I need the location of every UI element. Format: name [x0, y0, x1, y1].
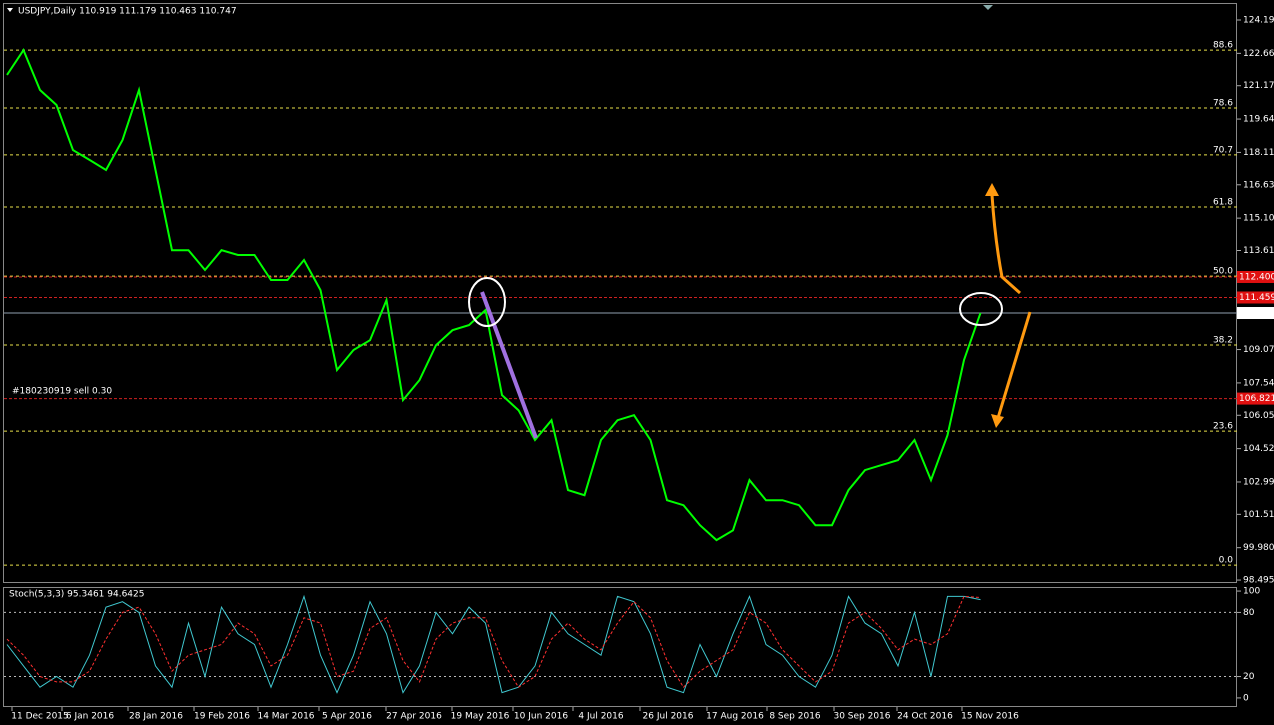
price-line [6, 47, 982, 542]
x-tick-label: 19 May 2016 [451, 712, 510, 722]
y-tick-label: 107.540 [1243, 378, 1274, 388]
y-tick-label: 100 [1243, 587, 1260, 597]
x-tick-label: 28 Jan 2016 [129, 712, 183, 722]
y-tick-label: 116.630 [1243, 180, 1274, 190]
menu-arrow[interactable] [7, 8, 13, 12]
y-tick-label: 115.100 [1243, 214, 1274, 224]
current-tag-label: 110.747 [1239, 309, 1274, 319]
y-tick-label: 113.615 [1243, 246, 1274, 256]
y-tick-label: 0 [1243, 693, 1249, 703]
x-tick-label: 5 Apr 2016 [322, 712, 372, 722]
current-tag [1237, 307, 1274, 320]
x-tick-label: 15 Nov 2016 [961, 712, 1019, 722]
x-tick-label: 10 Jun 2016 [514, 712, 568, 722]
x-tick-label: 8 Sep 2016 [769, 712, 821, 722]
y-tick-label: 124.190 [1243, 16, 1274, 26]
y-tick-label: 98.495 [1243, 576, 1274, 586]
price-line [6, 595, 981, 688]
price-tag-label: 111.459 [1239, 293, 1274, 303]
main-frame [3, 3, 1237, 583]
x-tick-label: 19 Feb 2016 [194, 712, 250, 722]
up-arrow [990, 194, 1021, 295]
x-tick-label: 24 Oct 2016 [897, 712, 953, 722]
y-tick-label: 109.070 [1243, 345, 1274, 355]
indicator-title: Stoch(5,3,3) 95.3461 94.6425 [9, 590, 144, 600]
x-tick-label: 30 Sep 2016 [833, 712, 890, 722]
annotations [468, 183, 1032, 439]
y-tick-label: 99.980 [1243, 543, 1274, 553]
y-tick-label: 122.660 [1243, 49, 1274, 59]
x-tick-label: 27 Apr 2016 [386, 712, 442, 722]
fib-label: 50.0 [1213, 267, 1233, 277]
highlight-ellipse [468, 277, 506, 327]
y-tick-label: 119.645 [1243, 115, 1274, 125]
x-tick-label: 14 Mar 2016 [257, 712, 314, 722]
y-tick-label: 121.175 [1243, 81, 1274, 91]
highlight-ellipse [959, 292, 1003, 326]
up-arrowhead [985, 183, 999, 196]
price-line [6, 594, 981, 694]
stoch-frame [3, 587, 1237, 707]
y-tick-label: 80 [1243, 608, 1255, 618]
fib-label: 38.2 [1213, 335, 1233, 345]
fib-label: 23.6 [1213, 422, 1233, 432]
fib-label: 0.0 [1219, 556, 1234, 566]
price-tag [1237, 392, 1274, 405]
price-tag [1237, 270, 1274, 283]
trend-line [480, 291, 538, 439]
x-tick-label: 11 Dec 2015 [11, 712, 69, 722]
fib-label: 88.6 [1213, 41, 1233, 51]
order-label: #180230919 sell 0.30 [12, 387, 112, 397]
x-tick-label: 26 Jul 2016 [643, 712, 694, 722]
y-tick-label: 101.510 [1243, 510, 1274, 520]
fib-label: 70.7 [1213, 145, 1233, 155]
chart-title: USDJPY,Daily 110.919 111.179 110.463 110… [18, 7, 237, 17]
down-arrowhead [991, 414, 1004, 428]
shift-marker [983, 5, 993, 10]
price-tag-label: 112.400 [1239, 272, 1274, 282]
y-tick-label: 118.115 [1243, 148, 1274, 158]
y-tick-label: 102.995 [1243, 477, 1274, 487]
down-arrow [996, 311, 1032, 419]
x-tick-label: 17 Aug 2016 [706, 712, 764, 722]
y-tick-label: 106.055 [1243, 411, 1274, 421]
fib-label: 61.8 [1213, 198, 1233, 208]
x-tick-label: 6 Jan 2016 [66, 712, 114, 722]
price-tag-label: 106.821 [1239, 394, 1274, 404]
fib-label: 78.6 [1213, 99, 1233, 109]
y-tick-label: 104.525 [1243, 444, 1274, 454]
price-tag [1237, 291, 1274, 304]
x-tick-label: 4 Jul 2016 [578, 712, 623, 722]
y-tick-label: 20 [1243, 672, 1255, 682]
